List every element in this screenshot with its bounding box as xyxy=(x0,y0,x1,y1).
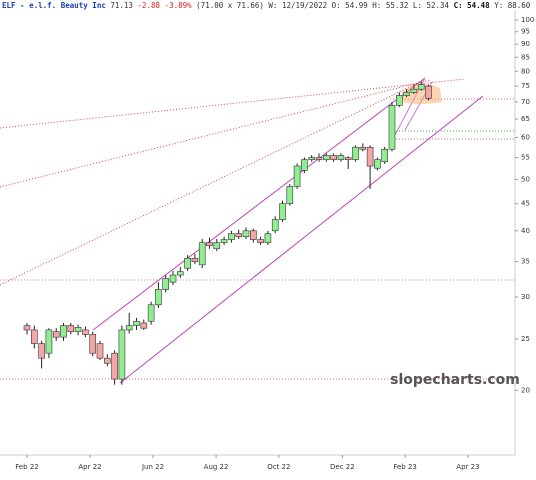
candle-body xyxy=(133,320,140,326)
candle-body xyxy=(104,357,111,364)
header-ohl: W: 12/19/2022 O: 54.99 H: 55.32 L: 52.34 xyxy=(268,1,449,10)
candle-body xyxy=(74,326,82,333)
candle-body xyxy=(184,257,191,269)
candle-body xyxy=(118,329,126,380)
candle-body xyxy=(60,325,67,338)
candle-body xyxy=(169,274,177,283)
candle-body xyxy=(111,352,118,380)
header: ELF - e.l.f. Beauty Inc 71.13 -2.88 -3.8… xyxy=(2,1,531,10)
header-close: C: 54.48 xyxy=(454,1,491,10)
x-tick-label: Jun 22 xyxy=(141,463,164,471)
candle-body xyxy=(374,159,381,169)
candle-body xyxy=(359,146,367,150)
candles xyxy=(23,81,432,385)
candle-body xyxy=(191,257,199,262)
candle-body xyxy=(147,304,155,322)
candle-body xyxy=(330,155,337,160)
y-tick-label: 100 xyxy=(521,16,534,24)
y-tick-label: 60 xyxy=(521,133,530,141)
header-title: ELF - e.l.f. Beauty Inc xyxy=(2,1,106,10)
candle-body xyxy=(23,325,31,331)
y-tick-label: 25 xyxy=(521,335,530,343)
x-tick-label: Apr 23 xyxy=(456,463,479,471)
x-tick-label: Feb 23 xyxy=(393,463,417,471)
candle-body xyxy=(410,88,418,93)
y-tick-label: 40 xyxy=(521,227,530,235)
trend-line xyxy=(0,79,431,188)
y-tick-label: 20 xyxy=(521,386,530,394)
candle-body xyxy=(286,186,294,204)
watermark: slopecharts.com xyxy=(390,372,520,388)
candle-body xyxy=(31,329,38,344)
candle-body xyxy=(395,95,403,106)
candle-body xyxy=(140,322,148,329)
x-tick-label: Apr 22 xyxy=(78,463,101,471)
candle-body xyxy=(337,155,345,160)
candle-body xyxy=(45,329,53,354)
candle-body xyxy=(403,92,410,96)
y-tick-label: 30 xyxy=(521,293,530,301)
y-tick-label: 55 xyxy=(521,154,530,162)
candle-body xyxy=(198,242,206,266)
candle-body xyxy=(38,343,45,359)
candle-body xyxy=(206,242,213,246)
x-tick-label: Feb 22 xyxy=(15,463,39,471)
header-change: -2.88 -3.89% xyxy=(137,1,192,10)
candle-body xyxy=(67,325,75,333)
candle-body xyxy=(425,85,432,99)
candle-body xyxy=(293,165,301,187)
candle-body xyxy=(235,233,243,237)
y-tick-label: 90 xyxy=(521,40,530,48)
x-tick-label: Dec 22 xyxy=(330,463,355,471)
candle-body xyxy=(323,155,330,160)
channel-line xyxy=(92,77,426,331)
candle-body xyxy=(257,239,264,243)
candle-body xyxy=(82,329,89,335)
candle-body xyxy=(352,146,359,160)
candle-body xyxy=(228,233,235,240)
candle-body xyxy=(381,148,388,163)
y-tick-label: 75 xyxy=(521,82,530,90)
y-tick-label: 80 xyxy=(521,67,530,75)
candle-body xyxy=(264,233,272,243)
header-y: Y: 88.60 xyxy=(494,1,531,10)
candle-body xyxy=(213,242,221,250)
candle-body xyxy=(388,105,396,150)
candle-body xyxy=(301,159,308,171)
candle-body xyxy=(250,230,257,240)
y-tick-label: 70 xyxy=(521,98,530,106)
y-tick-label: 45 xyxy=(521,200,530,208)
y-tick-label: 65 xyxy=(521,115,530,123)
header-bidask: (71.00 x 71.66) xyxy=(196,1,264,10)
y-tick-label: 35 xyxy=(521,258,530,266)
highlight-zone xyxy=(402,83,442,104)
y-tick-label: 50 xyxy=(521,175,530,183)
candle-body xyxy=(52,331,60,338)
y-tick-label: 95 xyxy=(521,28,530,36)
candle-body xyxy=(177,271,184,276)
candle-body xyxy=(125,325,133,331)
candle-body xyxy=(271,219,279,232)
candle-body xyxy=(220,239,228,243)
candle-body xyxy=(344,157,352,160)
candle-body xyxy=(242,230,250,237)
candle-body xyxy=(279,203,286,220)
candle-body xyxy=(162,278,170,290)
candle-body xyxy=(96,343,104,359)
y-tick-label: 85 xyxy=(521,53,530,61)
candle-body xyxy=(308,157,316,160)
candle-body xyxy=(417,84,425,90)
header-price: 71.13 xyxy=(110,1,133,10)
x-tick-label: Aug 22 xyxy=(204,463,229,471)
candle-body xyxy=(315,157,323,160)
candle-body xyxy=(89,334,97,354)
x-tick-label: Oct 22 xyxy=(267,463,290,471)
overlays xyxy=(0,77,515,384)
candle-body xyxy=(366,146,374,167)
channel-line xyxy=(119,95,484,384)
candle-body xyxy=(155,289,162,306)
